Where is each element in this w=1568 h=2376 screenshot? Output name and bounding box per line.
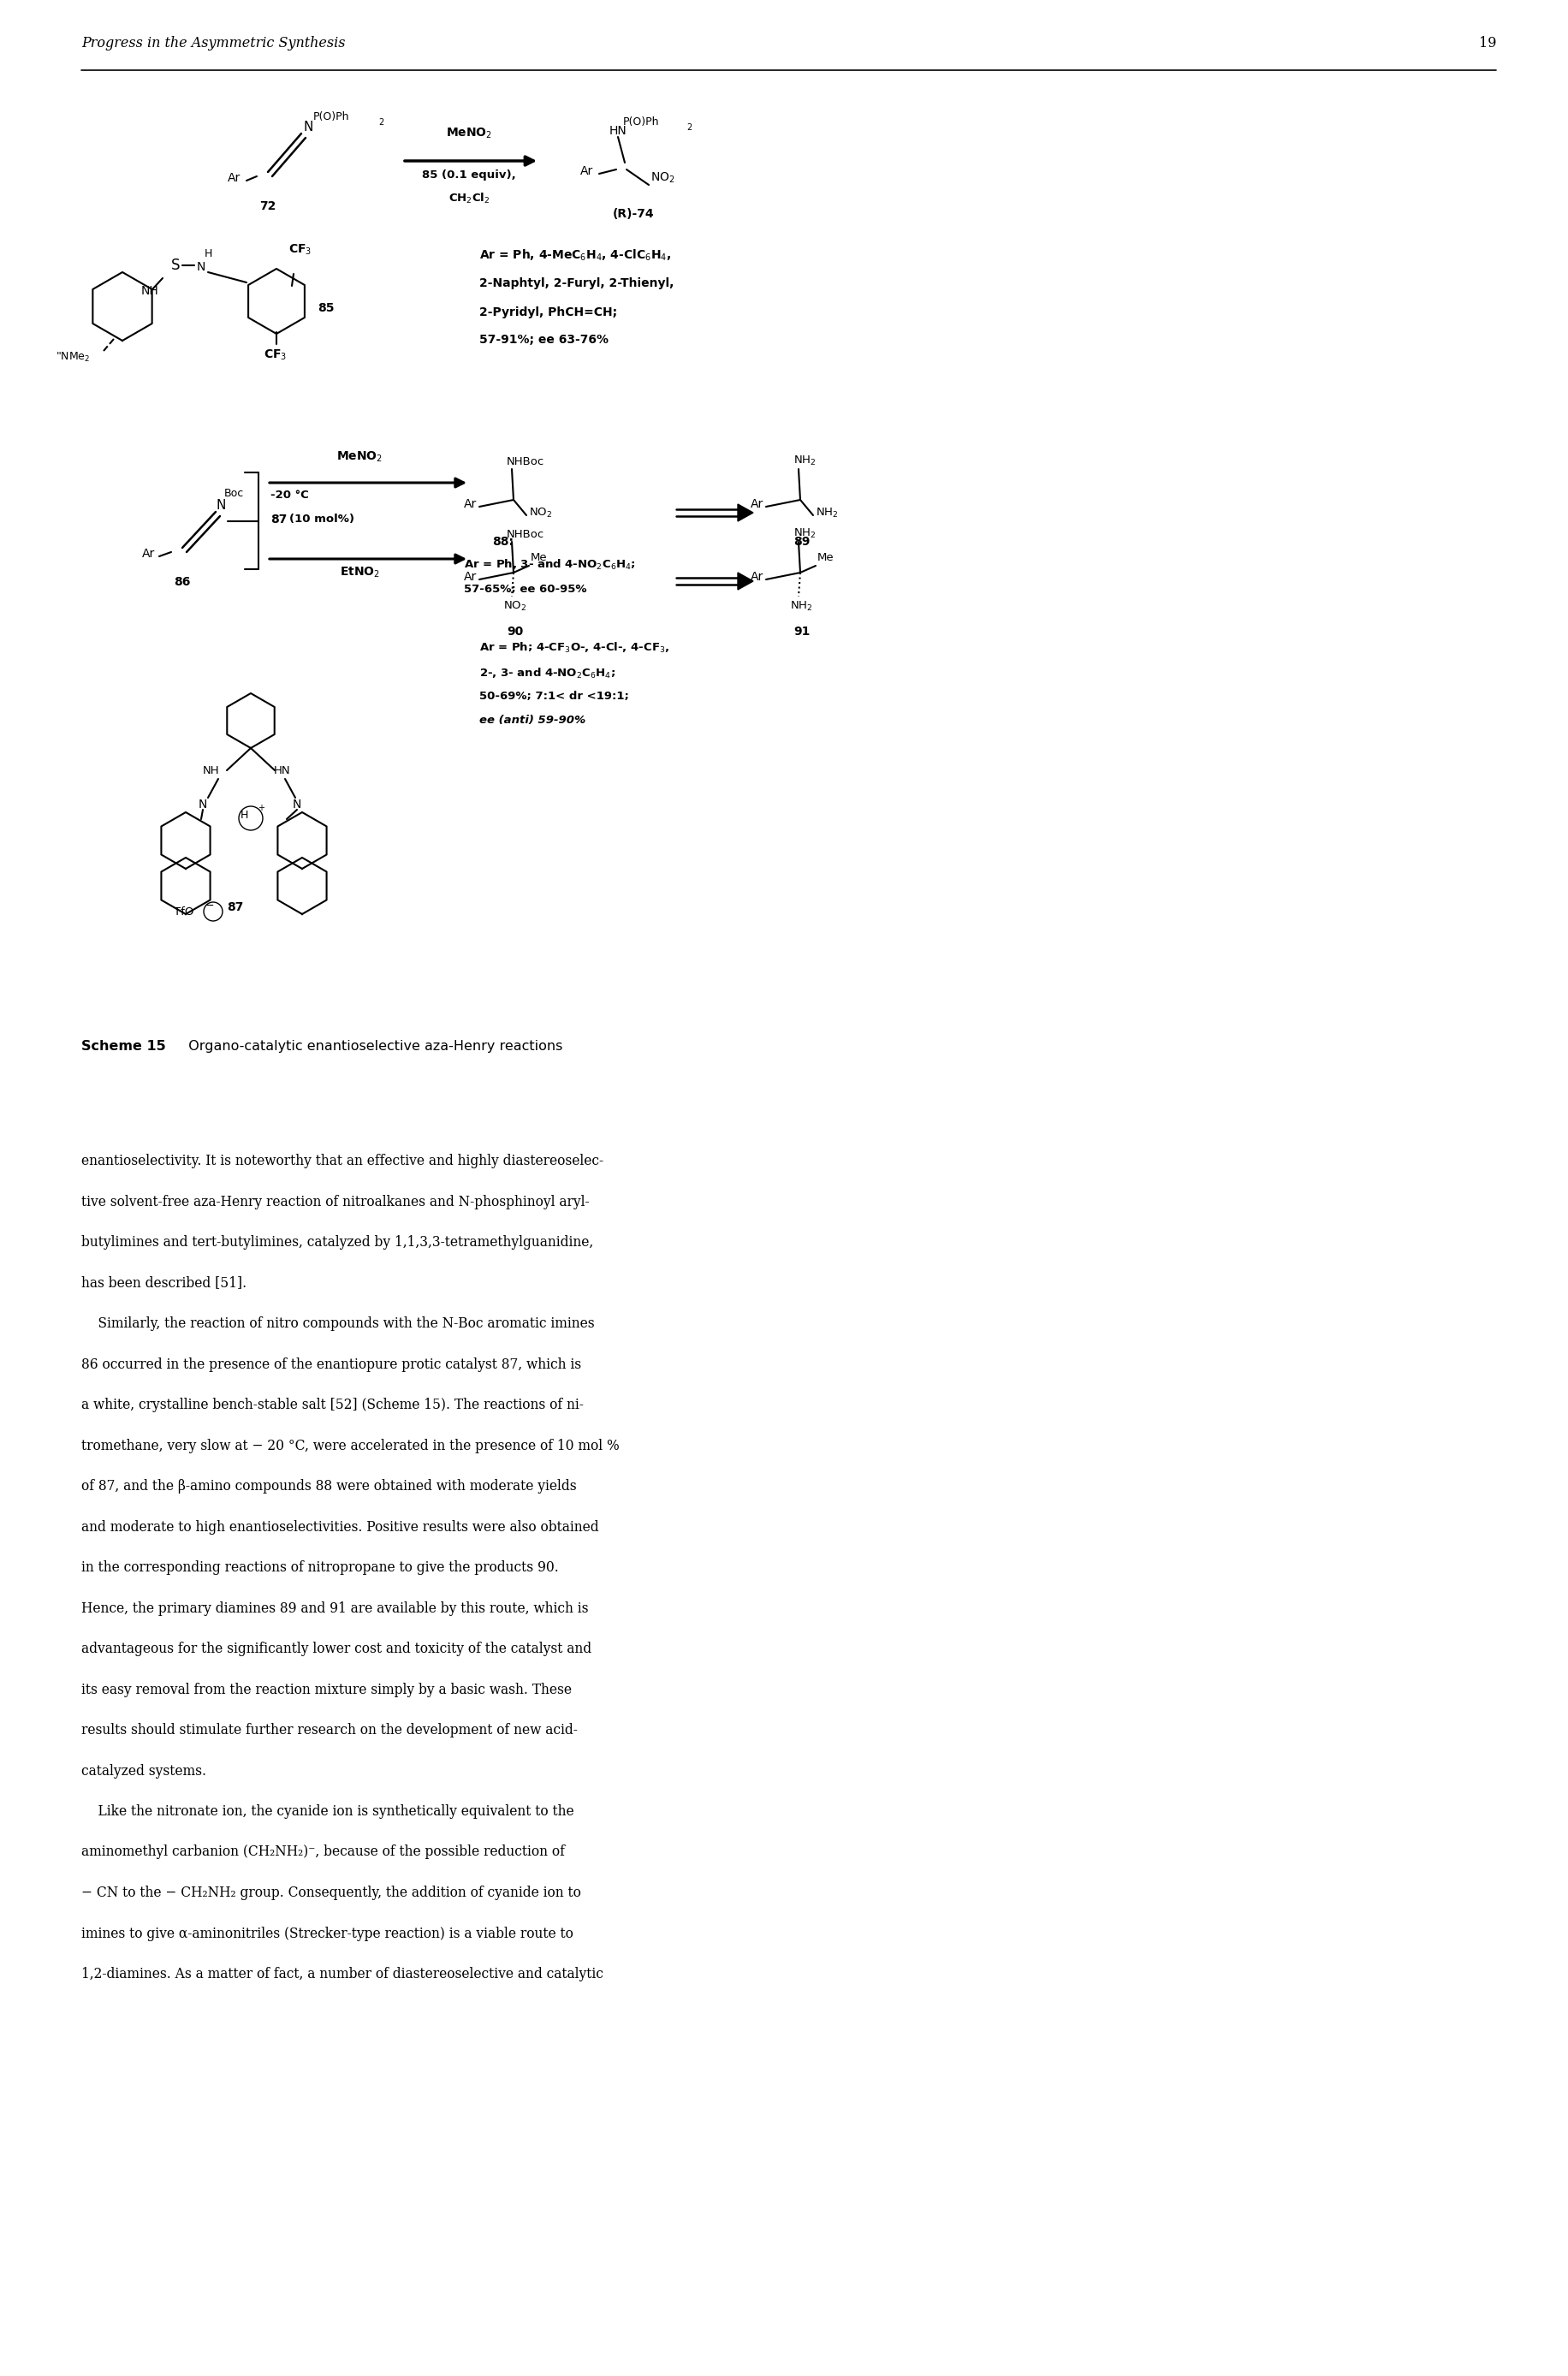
Text: Boc: Boc	[224, 487, 245, 499]
Text: Organo-catalytic enantioselective aza-Henry reactions: Organo-catalytic enantioselective aza-He…	[180, 1041, 563, 1053]
Text: TfO: TfO	[174, 905, 194, 917]
Text: Ar: Ar	[580, 166, 593, 178]
Text: -20 °C: -20 °C	[270, 489, 309, 501]
Text: tive solvent-free aza-Henry reaction of nitroalkanes and N-phosphinoyl aryl-: tive solvent-free aza-Henry reaction of …	[82, 1195, 590, 1209]
Text: 90: 90	[506, 625, 524, 637]
Text: EtNO$_2$: EtNO$_2$	[339, 565, 379, 580]
Text: − CN to the − CH₂NH₂ group. Consequently, the addition of cyanide ion to: − CN to the − CH₂NH₂ group. Consequently…	[82, 1887, 582, 1901]
Text: HN: HN	[274, 765, 290, 777]
Text: CF$_3$: CF$_3$	[289, 242, 312, 257]
Text: 88:: 88:	[492, 537, 514, 549]
Text: 86: 86	[174, 575, 191, 587]
Text: Me: Me	[817, 551, 834, 563]
Text: 2-Naphtyl, 2-Furyl, 2-Thienyl,: 2-Naphtyl, 2-Furyl, 2-Thienyl,	[480, 278, 674, 290]
Polygon shape	[739, 573, 753, 589]
Text: enantioselectivity. It is noteworthy that an effective and highly diastereoselec: enantioselectivity. It is noteworthy tha…	[82, 1155, 604, 1169]
Text: and moderate to high enantioselectivities. Positive results were also obtained: and moderate to high enantioselectivitie…	[82, 1521, 599, 1535]
Text: MeNO$_2$: MeNO$_2$	[337, 449, 383, 463]
Text: Progress in the Asymmetric Synthesis: Progress in the Asymmetric Synthesis	[82, 36, 345, 50]
Text: (10 mol%): (10 mol%)	[289, 513, 354, 525]
Text: a white, crystalline bench-stable salt [52] (Scheme 15). The reactions of ni-: a white, crystalline bench-stable salt […	[82, 1397, 583, 1411]
Text: in the corresponding reactions of nitropropane to give the products 90.: in the corresponding reactions of nitrop…	[82, 1561, 558, 1575]
Text: Ar: Ar	[751, 499, 764, 511]
Text: 2-, 3- and 4-NO$_2$C$_6$H$_4$;: 2-, 3- and 4-NO$_2$C$_6$H$_4$;	[480, 668, 615, 680]
Text: NO$_2$: NO$_2$	[528, 506, 552, 520]
Text: 85 (0.1 equiv),: 85 (0.1 equiv),	[422, 169, 516, 181]
Text: NO$_2$: NO$_2$	[651, 171, 674, 185]
Text: tromethane, very slow at − 20 °C, were accelerated in the presence of 10 mol %: tromethane, very slow at − 20 °C, were a…	[82, 1437, 619, 1452]
Text: 57-65%; ee 60-95%: 57-65%; ee 60-95%	[464, 584, 586, 594]
Text: Hence, the primary diamines 89 and 91 are available by this route, which is: Hence, the primary diamines 89 and 91 ar…	[82, 1601, 588, 1616]
Text: of 87, and the β-amino compounds 88 were obtained with moderate yields: of 87, and the β-amino compounds 88 were…	[82, 1478, 577, 1495]
Text: 89: 89	[793, 537, 811, 549]
Text: advantageous for the significantly lower cost and toxicity of the catalyst and: advantageous for the significantly lower…	[82, 1642, 591, 1656]
Text: CH$_2$Cl$_2$: CH$_2$Cl$_2$	[448, 192, 489, 204]
Text: −: −	[205, 901, 215, 910]
Text: Ar = Ph, 4-MeC$_6$H$_4$, 4-ClC$_6$H$_4$,: Ar = Ph, 4-MeC$_6$H$_4$, 4-ClC$_6$H$_4$,	[480, 247, 671, 264]
Text: 57-91%; ee 63-76%: 57-91%; ee 63-76%	[480, 333, 608, 347]
Text: N: N	[199, 798, 207, 810]
Text: Ar: Ar	[464, 570, 477, 582]
Text: Ar: Ar	[227, 171, 241, 183]
Text: NHBoc: NHBoc	[506, 530, 544, 539]
Text: CF$_3$: CF$_3$	[263, 349, 287, 364]
Text: 1,2-diamines. As a matter of fact, a number of diastereoselective and catalytic: 1,2-diamines. As a matter of fact, a num…	[82, 1967, 604, 1982]
Text: Ar: Ar	[143, 549, 155, 561]
Text: NH$_2$: NH$_2$	[790, 601, 812, 613]
Text: NH: NH	[141, 285, 158, 297]
Text: butylimines and tert-butylimines, catalyzed by 1,1,3,3-tetramethylguanidine,: butylimines and tert-butylimines, cataly…	[82, 1236, 593, 1250]
Polygon shape	[739, 504, 753, 520]
Text: its easy removal from the reaction mixture simply by a basic wash. These: its easy removal from the reaction mixtu…	[82, 1682, 572, 1696]
Text: aminomethyl carbanion (CH₂NH₂)⁻, because of the possible reduction of: aminomethyl carbanion (CH₂NH₂)⁻, because…	[82, 1844, 564, 1860]
Text: 2: 2	[378, 119, 384, 126]
Text: Ar: Ar	[464, 499, 477, 511]
Text: 85: 85	[318, 302, 334, 314]
Text: Similarly, the reaction of nitro compounds with the N-Boc aromatic imines: Similarly, the reaction of nitro compoun…	[82, 1316, 594, 1331]
Text: 72: 72	[260, 200, 276, 211]
Text: NH$_2$: NH$_2$	[793, 527, 815, 539]
Text: 87: 87	[227, 901, 243, 912]
Text: Ar = Ph, 3- and 4-NO$_2$C$_6$H$_4$;: Ar = Ph, 3- and 4-NO$_2$C$_6$H$_4$;	[464, 558, 635, 573]
Text: NH: NH	[202, 765, 220, 777]
Text: 87: 87	[270, 513, 287, 525]
Text: P(O)Ph: P(O)Ph	[622, 116, 660, 128]
Text: N: N	[303, 121, 314, 133]
Text: 2-Pyridyl, PhCH=CH;: 2-Pyridyl, PhCH=CH;	[480, 307, 618, 318]
Text: NH$_2$: NH$_2$	[793, 454, 815, 468]
Text: Ar = Ph; 4-CF$_3$O-, 4-Cl-, 4-CF$_3$,: Ar = Ph; 4-CF$_3$O-, 4-Cl-, 4-CF$_3$,	[480, 642, 670, 656]
Text: Like the nitronate ion, the cyanide ion is synthetically equivalent to the: Like the nitronate ion, the cyanide ion …	[82, 1803, 574, 1818]
Text: results should stimulate further research on the development of new acid-: results should stimulate further researc…	[82, 1723, 577, 1737]
Text: 19: 19	[1479, 36, 1496, 50]
Text: catalyzed systems.: catalyzed systems.	[82, 1763, 207, 1777]
Text: (R)-74: (R)-74	[613, 209, 654, 221]
Text: "NMe$_2$: "NMe$_2$	[55, 352, 89, 364]
Text: Ar: Ar	[751, 570, 764, 582]
Text: +: +	[257, 803, 265, 813]
Text: N: N	[216, 499, 226, 511]
Text: MeNO$_2$: MeNO$_2$	[445, 126, 492, 140]
Text: N: N	[293, 798, 301, 810]
Text: NH$_2$: NH$_2$	[815, 506, 839, 520]
Text: imines to give α-aminonitriles (Strecker-type reaction) is a viable route to: imines to give α-aminonitriles (Strecker…	[82, 1927, 574, 1941]
Text: N: N	[196, 261, 205, 273]
Text: H: H	[240, 810, 248, 820]
Text: has been described [51].: has been described [51].	[82, 1276, 246, 1290]
Text: S: S	[171, 257, 180, 273]
Text: HN: HN	[610, 126, 627, 138]
Text: NHBoc: NHBoc	[506, 456, 544, 468]
Text: ee (anti) 59-90%: ee (anti) 59-90%	[480, 715, 585, 725]
Text: NO$_2$: NO$_2$	[503, 601, 527, 613]
Text: H: H	[204, 247, 212, 259]
Text: 2: 2	[687, 124, 691, 131]
Text: 50-69%; 7:1< dr <19:1;: 50-69%; 7:1< dr <19:1;	[480, 691, 629, 701]
Text: Me: Me	[530, 551, 547, 563]
Text: Scheme 15: Scheme 15	[82, 1041, 166, 1053]
Text: P(O)Ph: P(O)Ph	[314, 112, 350, 124]
Text: 91: 91	[793, 625, 811, 637]
Text: 86 occurred in the presence of the enantiopure protic catalyst 87, which is: 86 occurred in the presence of the enant…	[82, 1357, 582, 1371]
